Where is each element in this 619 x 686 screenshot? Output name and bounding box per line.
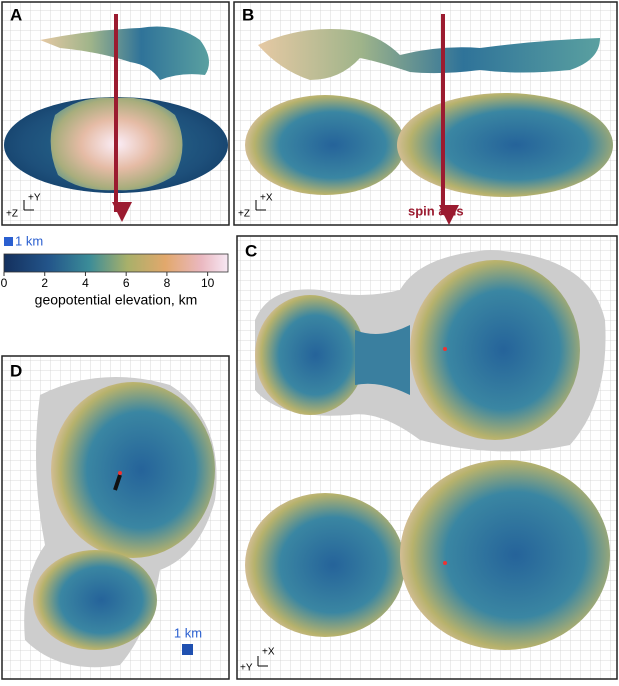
tick-label: 6	[123, 276, 130, 290]
axis-label: +Z	[238, 209, 250, 220]
tick-label: 0	[1, 276, 8, 290]
axis-label: +Z	[6, 209, 18, 220]
axis-label: +Y	[240, 663, 253, 674]
tick-label: 4	[82, 276, 89, 290]
panel-c: C +X +Y	[236, 235, 618, 680]
axis-label: +Y	[28, 193, 41, 204]
panel-d: 1 km D	[1, 355, 230, 680]
colorbar-label: geopotential elevation, km	[35, 292, 198, 308]
panel-a: A +Y +Z	[1, 1, 230, 226]
panel-label: B	[242, 5, 254, 24]
panel-label: A	[10, 5, 22, 24]
axis-label: +X	[262, 647, 275, 658]
panel-b: B spin axis +X +Z	[233, 1, 618, 226]
axis-label: +X	[260, 193, 273, 204]
colorbar: 1 km geopotential elevation, km 0 2 4 6 8 10	[1, 233, 229, 308]
tick-label: 2	[41, 276, 48, 290]
scale-label: 1 km	[174, 625, 202, 640]
tick-label: 8	[164, 276, 171, 290]
panel-label: D	[10, 361, 22, 380]
spin-axis-label: spin axis	[408, 203, 464, 218]
scale-label: 1 km	[15, 233, 43, 248]
panel-label: C	[245, 241, 257, 260]
tick-label: 10	[201, 276, 215, 290]
